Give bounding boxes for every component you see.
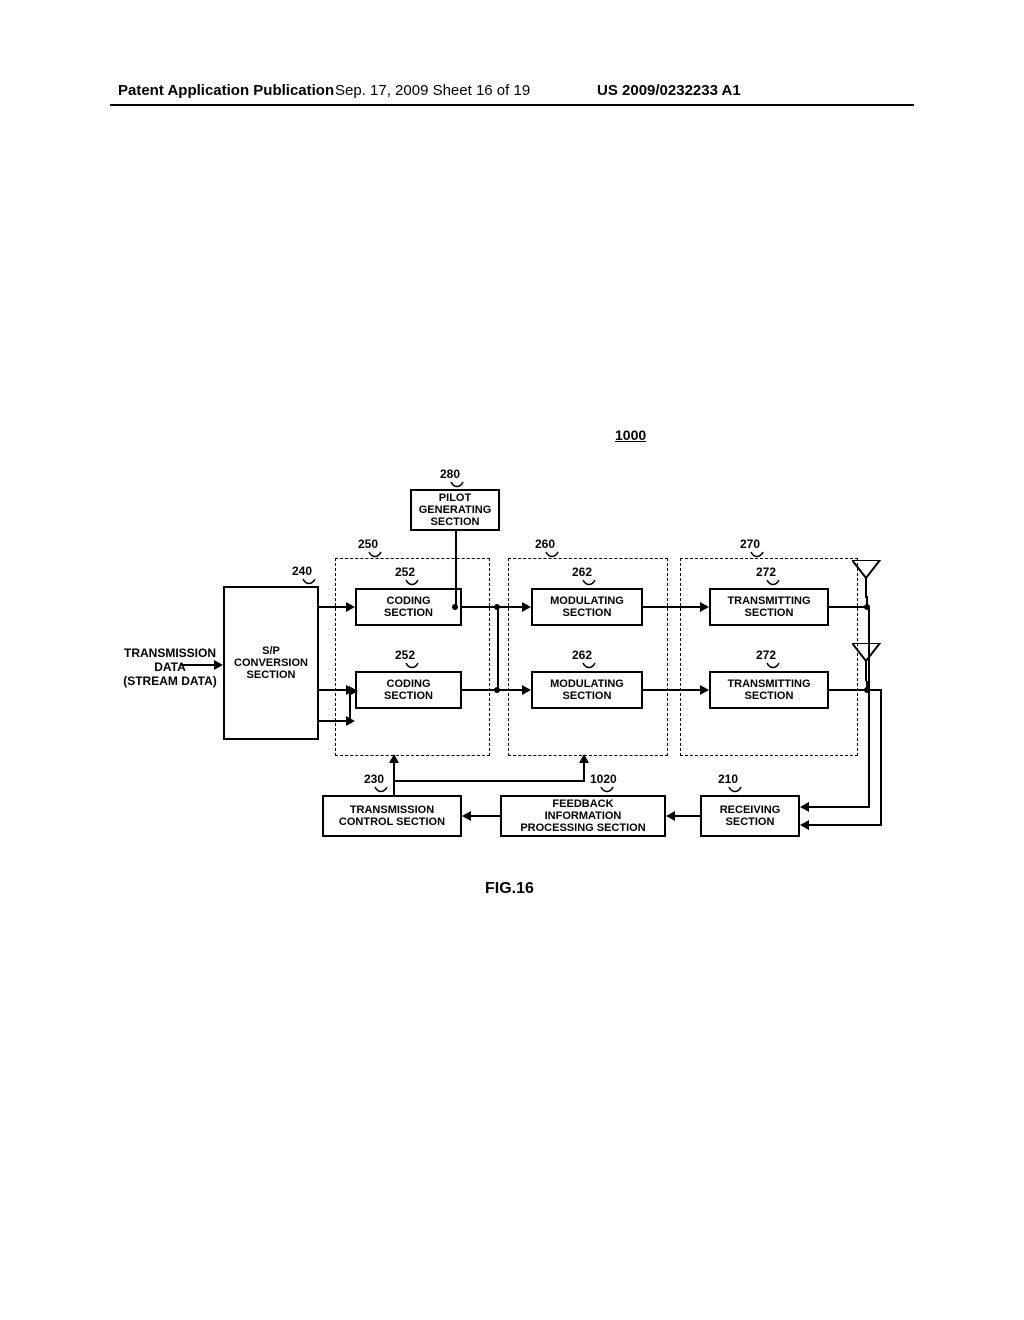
tick-icon [405, 579, 419, 587]
tick-icon [728, 786, 742, 794]
arrowhead-icon [700, 685, 709, 695]
feedback-information-processing-section: FEEDBACKINFORMATIONPROCESSING SECTION [500, 795, 666, 837]
connector [643, 606, 701, 608]
tick-icon [302, 578, 316, 586]
connector [868, 608, 870, 806]
arrowhead-icon [522, 602, 531, 612]
transmitting-section-a: TRANSMITTINGSECTION [709, 588, 829, 626]
ref-tx-a: 272 [756, 566, 776, 579]
connector [643, 689, 701, 691]
junction-dot [494, 687, 500, 693]
modulating-section-b: MODULATINGSECTION [531, 671, 643, 709]
tick-icon [374, 786, 388, 794]
ref-sp: 240 [292, 565, 312, 578]
tick-icon [766, 579, 780, 587]
arrowhead-icon [700, 602, 709, 612]
ref-group-260: 260 [535, 538, 555, 551]
ref-tcs: 230 [364, 773, 384, 786]
block-diagram: 1000 280 PILOTGENERATINGSECTION 250 260 … [0, 0, 1024, 1320]
ref-mod-b: 262 [572, 649, 592, 662]
connector [462, 689, 522, 691]
figure-caption: FIG.16 [485, 880, 534, 898]
connector [393, 780, 395, 795]
transmitting-section-b: TRANSMITTINGSECTION [709, 671, 829, 709]
connector [470, 815, 500, 817]
coding-section-b: CODINGSECTION [355, 671, 462, 709]
ref-group-250: 250 [358, 538, 378, 551]
transmission-control-section: TRANSMISSIONCONTROL SECTION [322, 795, 462, 837]
arrowhead-icon [389, 754, 399, 763]
pilot-generating-section: PILOTGENERATINGSECTION [410, 489, 500, 531]
arrowhead-icon [579, 754, 589, 763]
arrowhead-icon [666, 811, 675, 821]
arrowhead-icon [346, 685, 355, 695]
connector [319, 606, 347, 608]
ref-system: 1000 [615, 428, 646, 443]
connector [829, 689, 868, 691]
connector [497, 606, 499, 691]
connector [583, 762, 585, 782]
coding-section-a: CODINGSECTION [355, 588, 462, 626]
connector [319, 720, 347, 722]
arrowhead-icon [800, 802, 809, 812]
tick-icon [450, 481, 464, 489]
connector [319, 689, 347, 691]
ref-rx: 210 [718, 773, 738, 786]
tick-icon [600, 786, 614, 794]
tick-icon [766, 662, 780, 670]
ref-tx-b: 272 [756, 649, 776, 662]
connector [674, 815, 700, 817]
tick-icon [582, 579, 596, 587]
ref-coding-b: 252 [395, 649, 415, 662]
modulating-section-a: MODULATINGSECTION [531, 588, 643, 626]
ref-fips: 1020 [590, 773, 617, 786]
stream-data-label: TRANSMISSIONDATA(STREAM DATA) [120, 647, 220, 688]
page: Patent Application Publication Sep. 17, … [0, 0, 1024, 1320]
connector [868, 689, 882, 691]
arrowhead-icon [346, 602, 355, 612]
connector [180, 664, 215, 666]
connector [462, 606, 522, 608]
connector [808, 806, 870, 808]
antenna-icon [852, 643, 882, 688]
tick-icon [582, 662, 596, 670]
connector [455, 531, 457, 608]
junction-dot [452, 604, 458, 610]
arrowhead-icon [462, 811, 471, 821]
ref-mod-a: 262 [572, 566, 592, 579]
sp-conversion-section: S/PCONVERSIONSECTION [223, 586, 319, 740]
receiving-section: RECEIVINGSECTION [700, 795, 800, 837]
connector [829, 606, 868, 608]
arrowhead-icon [522, 685, 531, 695]
ref-coding-a: 252 [395, 566, 415, 579]
ref-group-270: 270 [740, 538, 760, 551]
connector [808, 824, 882, 826]
connector [880, 691, 882, 824]
arrowhead-icon [800, 820, 809, 830]
ref-pilot: 280 [440, 468, 460, 481]
antenna-icon [852, 560, 882, 605]
connector [393, 780, 585, 782]
arrowhead-icon [214, 660, 223, 670]
tick-icon [405, 662, 419, 670]
